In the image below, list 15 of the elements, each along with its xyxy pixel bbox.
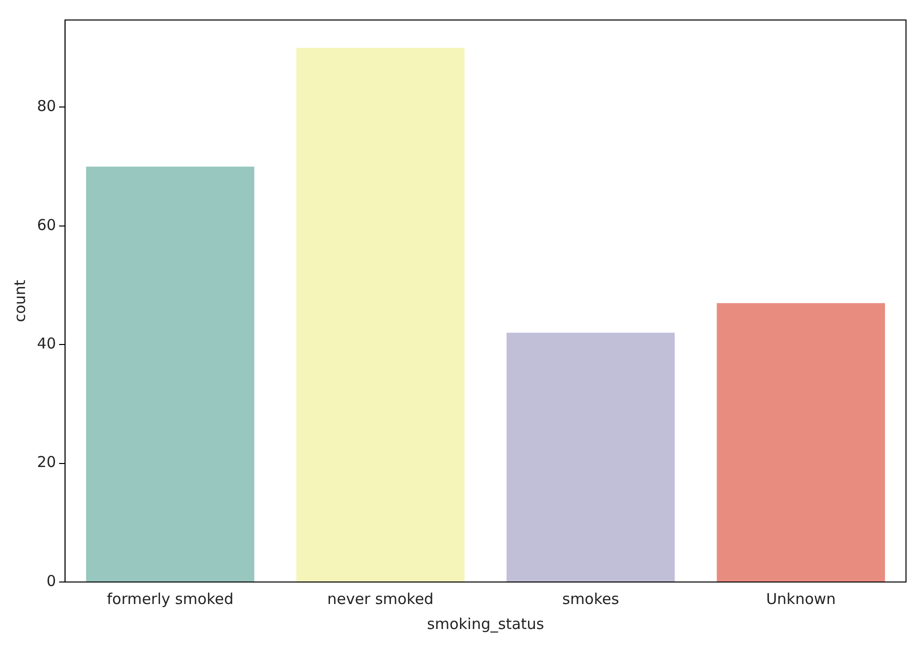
y-tick-label: 80 (36, 97, 56, 116)
y-tick-label: 0 (46, 572, 56, 590)
x-tick-label: smokes (562, 590, 620, 608)
bar (86, 166, 254, 582)
bar (296, 48, 465, 582)
y-tick-label: 40 (36, 334, 56, 353)
y-tick-label: 20 (36, 453, 56, 472)
y-tick-label: 60 (36, 216, 56, 234)
bar (506, 332, 675, 582)
x-tick-label: Unknown (766, 590, 836, 608)
x-tick-label: formerly smoked (106, 590, 234, 608)
x-axis-title: smoking_status (427, 614, 544, 633)
x-tick-label: never smoked (327, 590, 434, 608)
bar (716, 303, 885, 582)
y-axis-title: count (10, 280, 29, 322)
